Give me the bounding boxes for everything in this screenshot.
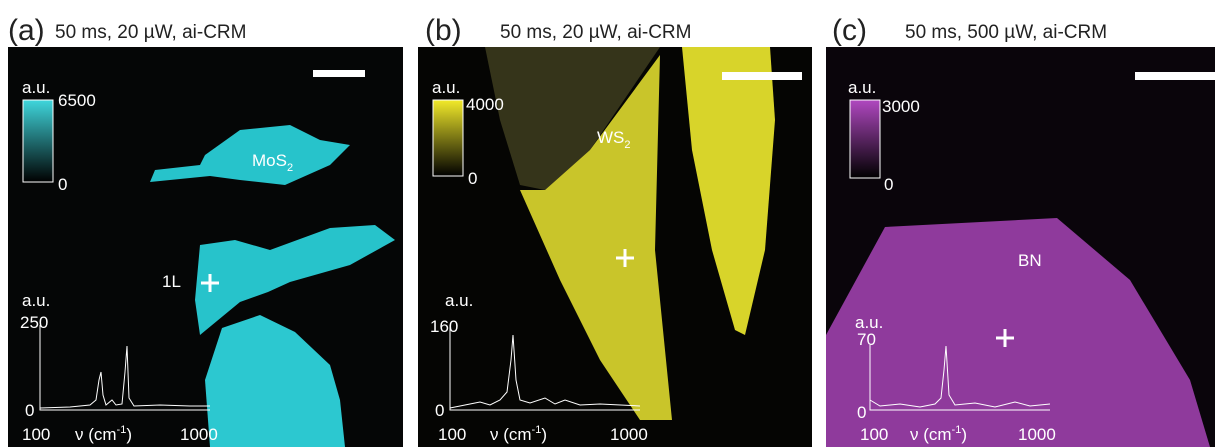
inset-ymax: 250 bbox=[20, 313, 48, 332]
xlabel-sup: -1 bbox=[952, 424, 962, 436]
panel-c: (c) 50 ms, 500 µW, ai-CRM a.u. 3000 0 BN… bbox=[826, 14, 1215, 447]
panel-letter: (c) bbox=[832, 14, 867, 47]
colorbar bbox=[850, 100, 880, 178]
layer-label: 1L bbox=[162, 272, 181, 291]
inset-unit: a.u. bbox=[22, 291, 50, 310]
scale-bar bbox=[1135, 72, 1215, 80]
colorbar-unit: a.u. bbox=[432, 78, 460, 97]
inset-ymin: 0 bbox=[25, 401, 34, 420]
panel-title: 50 ms, 20 µW, ai-CRM bbox=[500, 22, 691, 43]
material-name: MoS bbox=[252, 151, 287, 170]
colorbar-min: 0 bbox=[58, 175, 67, 194]
xlabel-sup: -1 bbox=[532, 424, 542, 436]
material-name: BN bbox=[1018, 251, 1042, 270]
colorbar-unit: a.u. bbox=[22, 78, 50, 97]
xlabel-text: ν (cm bbox=[75, 425, 117, 444]
page: {"panels": [ {"letter": "(a)", "title": … bbox=[0, 0, 1215, 447]
inset-xmin: 100 bbox=[860, 425, 888, 444]
material-name: WS bbox=[597, 128, 624, 147]
material-label: BN bbox=[1018, 251, 1042, 270]
inset-ymin: 0 bbox=[857, 403, 866, 422]
material-subscript: 2 bbox=[287, 162, 293, 174]
colorbar-min: 0 bbox=[884, 175, 893, 194]
panel-letter: (b) bbox=[425, 14, 462, 47]
inset-xmax: 1000 bbox=[180, 425, 218, 444]
panel-title: 50 ms, 500 µW, ai-CRM bbox=[905, 22, 1107, 43]
panel-title: 50 ms, 20 µW, ai-CRM bbox=[55, 22, 246, 43]
figure: (a) 50 ms, 20 µW, ai-CRM a.u. 6500 0 MoS… bbox=[0, 0, 1215, 447]
xlabel-end: ) bbox=[541, 425, 547, 444]
scale-bar bbox=[313, 70, 365, 77]
xlabel-end: ) bbox=[126, 425, 132, 444]
colorbar bbox=[23, 100, 53, 182]
xlabel-text: ν (cm bbox=[490, 425, 532, 444]
panel-letter: (a) bbox=[8, 14, 45, 47]
colorbar-min: 0 bbox=[468, 169, 477, 188]
inset-xmin: 100 bbox=[438, 425, 466, 444]
panel-b: (b) 50 ms, 20 µW, ai-CRM a.u. 4000 0 WS2… bbox=[418, 14, 812, 447]
colorbar-unit: a.u. bbox=[848, 78, 876, 97]
inset-xmax: 1000 bbox=[610, 425, 648, 444]
scale-bar bbox=[722, 72, 802, 80]
xlabel-sup: -1 bbox=[117, 424, 127, 436]
colorbar-max: 3000 bbox=[882, 97, 920, 116]
inset-ymax: 70 bbox=[857, 330, 876, 349]
inset-unit: a.u. bbox=[445, 291, 473, 310]
colorbar bbox=[433, 100, 463, 176]
xlabel-end: ) bbox=[961, 425, 967, 444]
inset-ymin: 0 bbox=[435, 401, 444, 420]
xlabel-text: ν (cm bbox=[910, 425, 952, 444]
inset-xmax: 1000 bbox=[1018, 425, 1056, 444]
material-subscript: 2 bbox=[624, 139, 630, 151]
inset-ymax: 160 bbox=[430, 317, 458, 336]
panel-a: (a) 50 ms, 20 µW, ai-CRM a.u. 6500 0 MoS… bbox=[8, 14, 403, 447]
inset-xmin: 100 bbox=[22, 425, 50, 444]
colorbar-max: 4000 bbox=[466, 95, 504, 114]
colorbar-max: 6500 bbox=[58, 91, 96, 110]
